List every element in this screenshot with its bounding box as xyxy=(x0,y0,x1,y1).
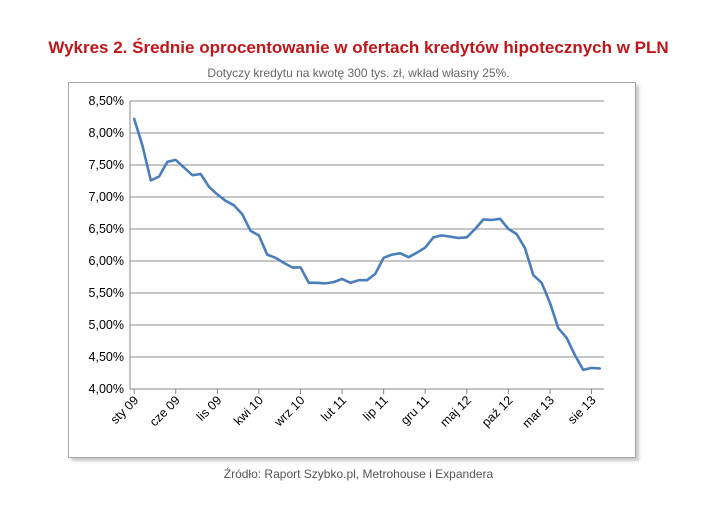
y-tick-label: 7,00% xyxy=(89,190,124,204)
y-tick-label: 6,50% xyxy=(89,222,124,236)
x-tick-label: cze 09 xyxy=(147,393,183,429)
x-tick-label: paź 12 xyxy=(479,393,515,429)
source-note: Źródło: Raport Szybko.pl, Metrohouse i E… xyxy=(223,467,494,481)
y-tick-label: 6,00% xyxy=(89,254,124,268)
y-tick-label: 7,50% xyxy=(89,158,124,172)
chart-title: Wykres 2. Średnie oprocentowanie w ofert… xyxy=(48,38,669,57)
chart-frame xyxy=(68,82,636,458)
x-tick-label: sie 13 xyxy=(565,393,599,427)
x-tick-label: lis 09 xyxy=(194,393,225,424)
x-tick-label: kwi 10 xyxy=(231,393,266,428)
x-tick-label: wrz 10 xyxy=(271,393,308,430)
x-tick-label: mar 13 xyxy=(520,393,557,430)
y-tick-label: 4,00% xyxy=(89,382,124,396)
x-tick-label: lut 11 xyxy=(318,393,349,424)
series-line xyxy=(132,117,602,372)
y-tick-label: 8,00% xyxy=(89,126,124,140)
x-tick-label: maj 12 xyxy=(437,393,473,429)
x-tick-label: gru 11 xyxy=(398,393,432,427)
y-tick-label: 8,50% xyxy=(89,94,124,108)
y-tick-label: 5,50% xyxy=(89,286,124,300)
y-tick-label: 4,50% xyxy=(89,350,124,364)
x-tick-label: lip 11 xyxy=(360,393,390,423)
x-tick-label: sty 09 xyxy=(108,393,142,427)
y-tick-label: 5,00% xyxy=(89,318,124,332)
chart-subtitle: Dotyczy kredytu na kwotę 300 tys. zł, wk… xyxy=(207,66,510,80)
